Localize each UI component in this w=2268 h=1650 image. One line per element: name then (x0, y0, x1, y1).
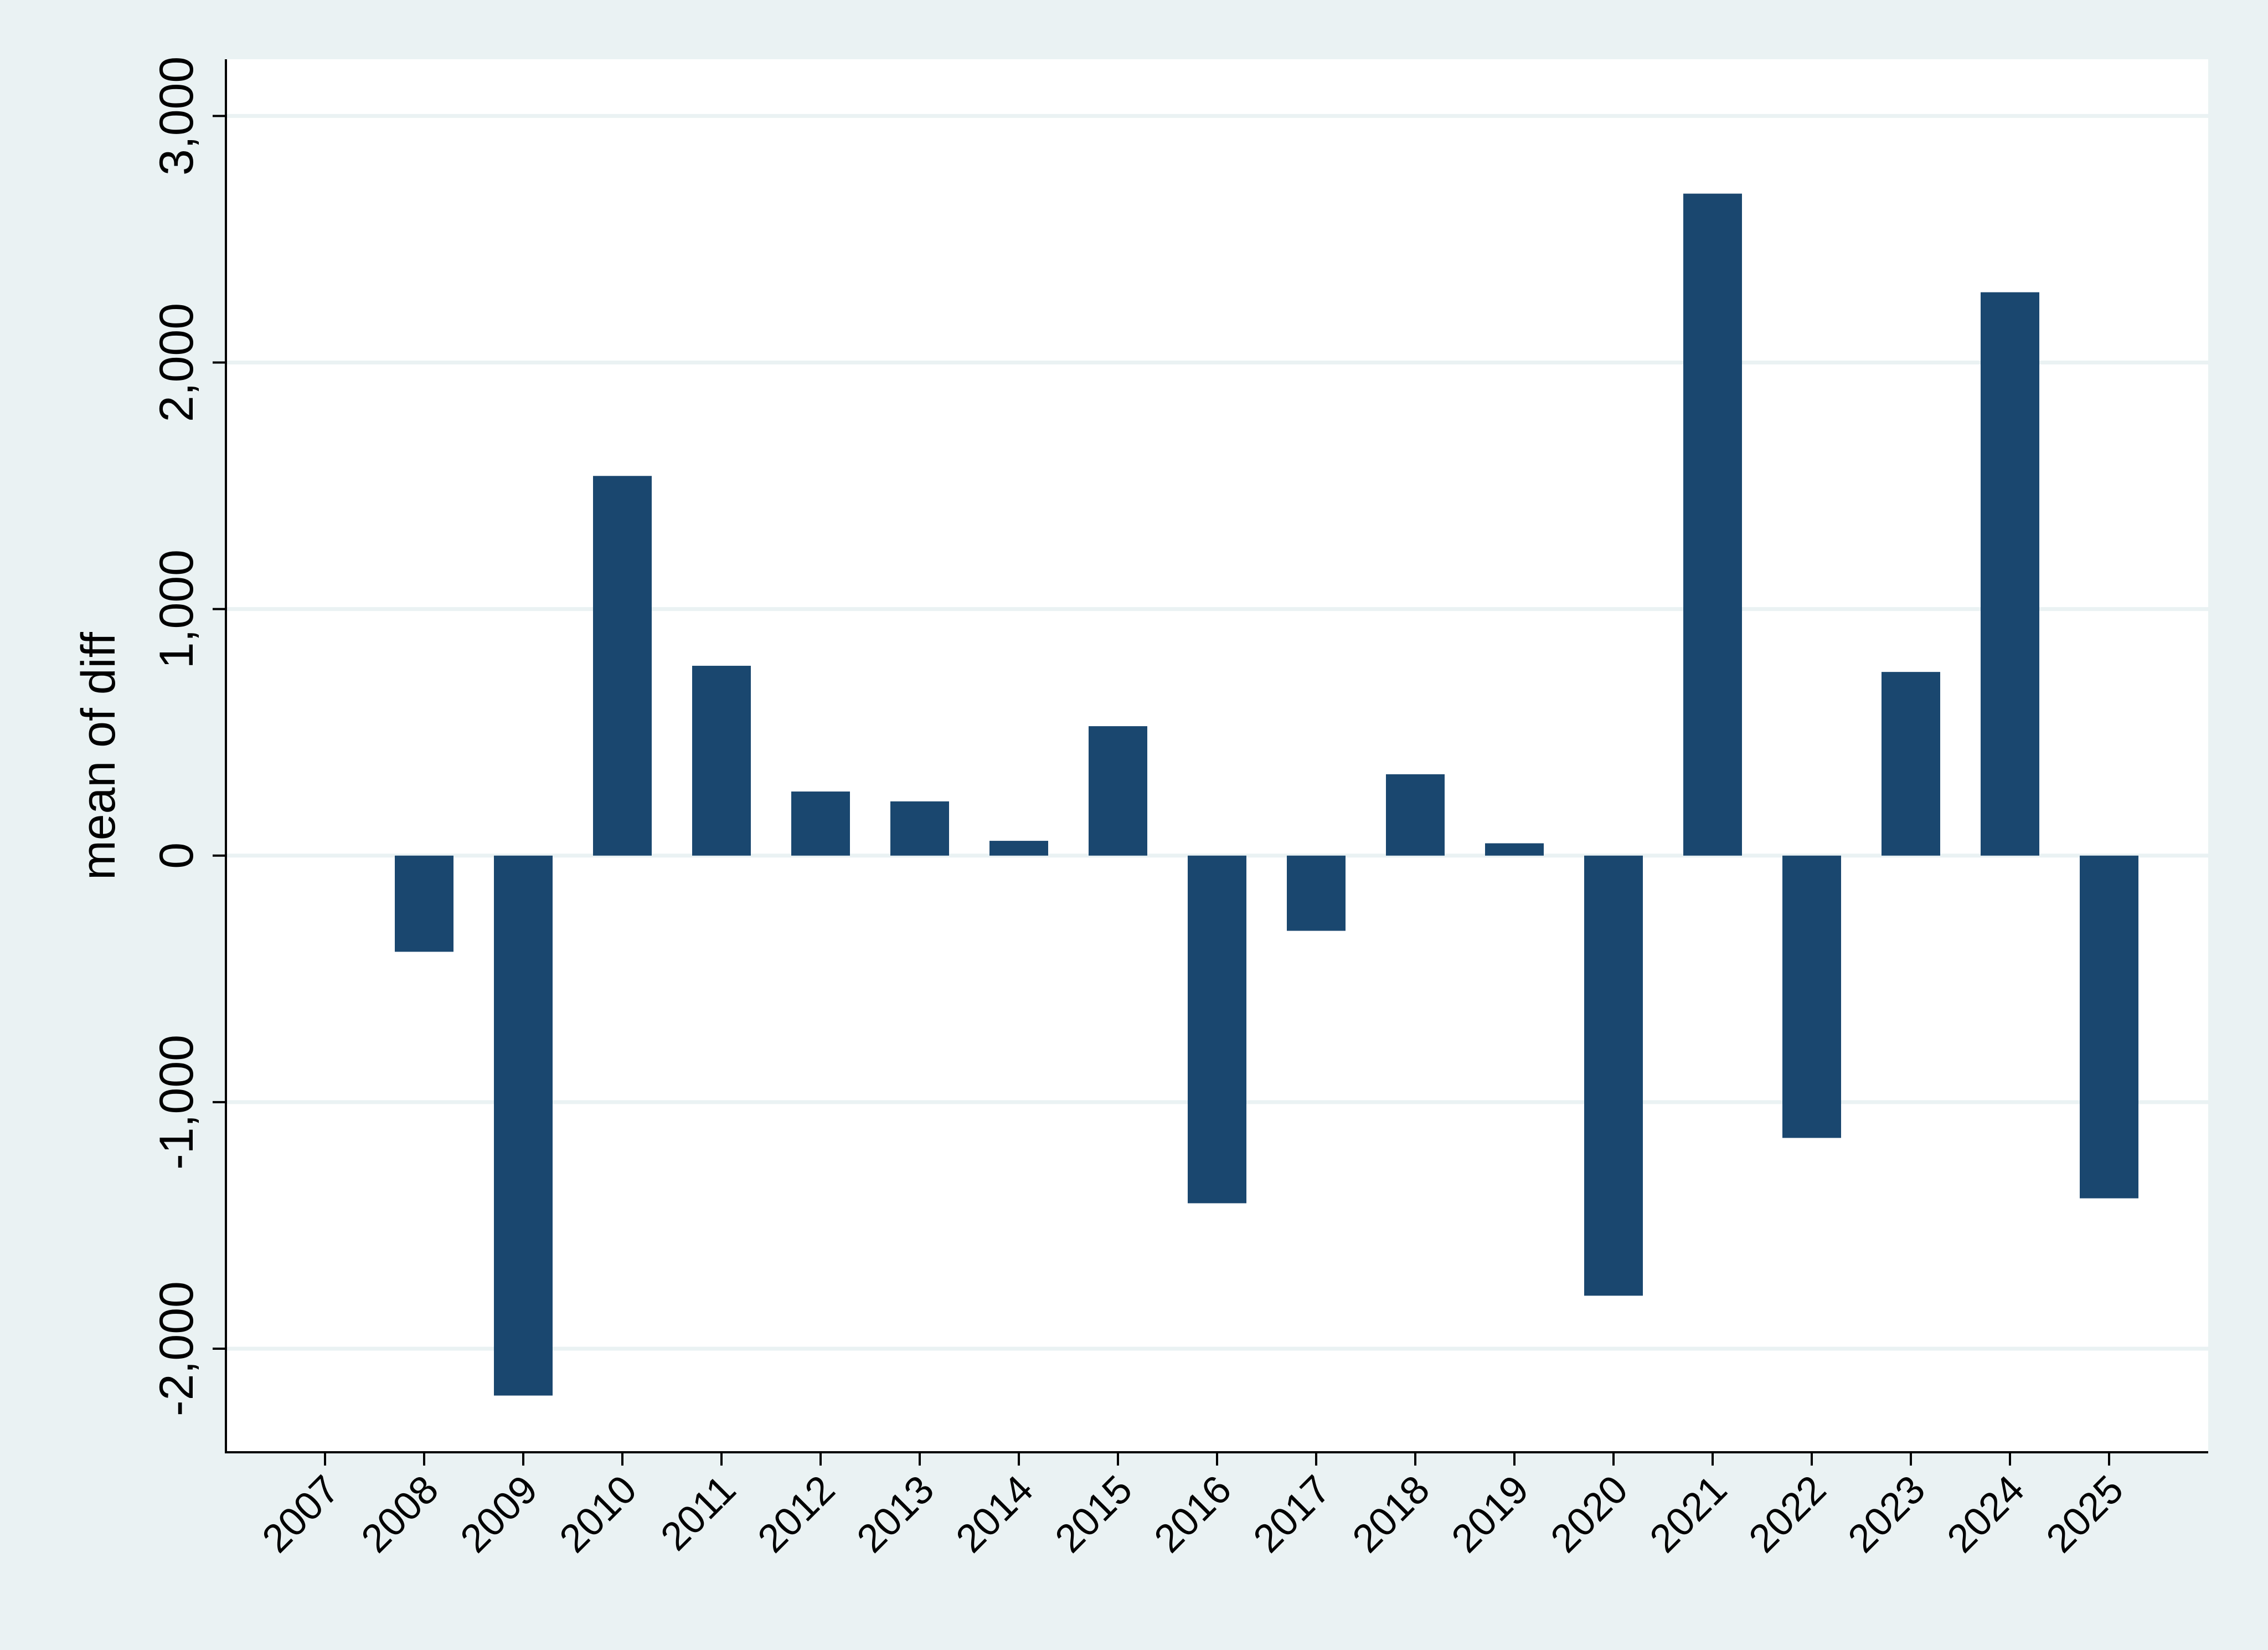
y-tick-label: -1,000 (150, 1035, 203, 1170)
y-tick-label: 2,000 (150, 303, 203, 422)
bar-2022 (1782, 855, 1841, 1138)
bar-2021 (1683, 193, 1742, 856)
bar-2011 (692, 666, 751, 856)
bar-2010 (593, 476, 652, 856)
bar-2013 (890, 801, 949, 856)
bar-2016 (1188, 855, 1246, 1204)
bar-2012 (791, 791, 850, 856)
y-tick-label: 1,000 (150, 549, 203, 669)
y-tick-label: 0 (150, 842, 203, 869)
bar-2019 (1485, 843, 1544, 856)
bar-2015 (1089, 726, 1147, 856)
y-tick-label: -2,000 (150, 1281, 203, 1416)
bar-2017 (1287, 855, 1346, 931)
y-axis-label: mean of diff (72, 631, 125, 880)
bar-2014 (989, 841, 1048, 856)
bars (395, 193, 2138, 1396)
y-tick-label: 3,000 (150, 56, 203, 176)
bar-2023 (1882, 672, 1940, 856)
bar-2020 (1584, 855, 1643, 1296)
bar-2008 (395, 855, 453, 952)
plot-area (226, 59, 2208, 1452)
bar-2009 (494, 855, 553, 1396)
y-ticks: -2,000 -1,000 0 1,000 2,000 3,000 (150, 56, 226, 1416)
bar-2018 (1386, 774, 1445, 856)
bar-2025 (2080, 855, 2138, 1199)
bar-2024 (1981, 292, 2039, 856)
